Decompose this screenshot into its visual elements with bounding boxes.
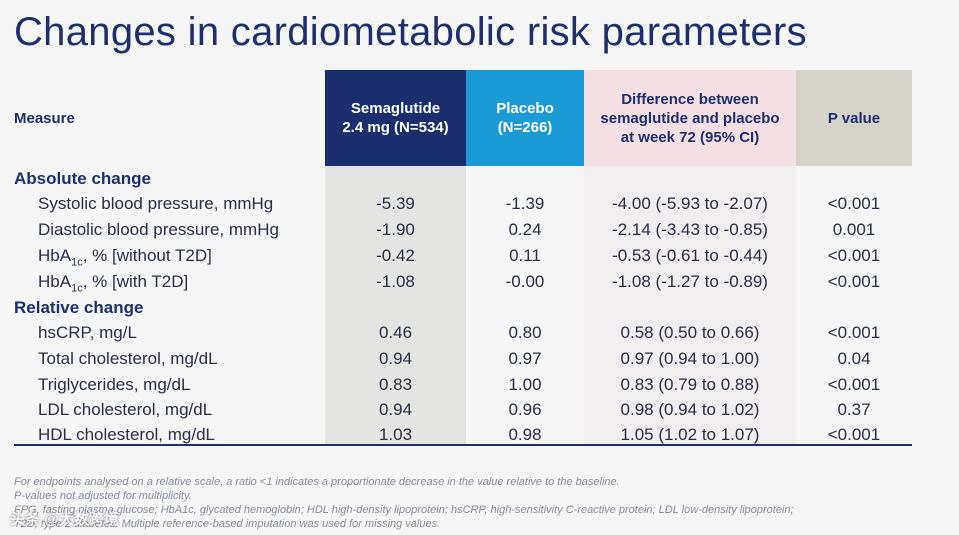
row-pvalue: <0.001: [827, 246, 881, 265]
row-difference-value: -1.08 (-1.27 to -0.89): [612, 272, 768, 291]
section-absolute-change: Absolute change: [14, 169, 151, 188]
table-row: LDL cholesterol, mg/dL 0.94 0.96 0.98 (0…: [0, 397, 959, 423]
page-title: Changes in cardiometabolic risk paramete…: [14, 10, 807, 54]
row-label-rest: , % [with T2D]: [82, 272, 189, 291]
row-semaglutide-value: -5.39: [376, 194, 415, 213]
row-label: HbA1c, % [without T2D]: [38, 243, 212, 269]
difference-column-bg: [584, 165, 796, 445]
row-difference-value: 0.98 (0.94 to 1.02): [620, 400, 760, 419]
table-row: Diastolic blood pressure, mmHg -1.90 0.2…: [0, 217, 959, 243]
row-label: Diastolic blood pressure, mmHg: [38, 220, 279, 239]
row-pvalue: <0.001: [827, 425, 881, 444]
row-semaglutide-value: 0.83: [378, 375, 413, 394]
watermark: 头条 @大数跨境: [10, 511, 119, 528]
row-label-main: HbA: [38, 272, 72, 291]
header-measure: Measure: [14, 109, 75, 127]
row-placebo-value: 0.11: [509, 246, 541, 265]
footnote-imputation: T2D, type 2 diabetes. Multiple reference…: [14, 518, 441, 530]
row-difference-value: -0.53 (-0.61 to -0.44): [612, 246, 768, 265]
row-semaglutide-value: -1.08: [376, 272, 415, 291]
row-semaglutide-value: 0.94: [378, 349, 413, 368]
row-difference-value: 0.58 (0.50 to 0.66): [620, 323, 760, 342]
row-pvalue: <0.001: [827, 272, 881, 291]
table-row: HDL cholesterol, mg/dL 1.03 0.98 1.05 (1…: [0, 422, 959, 448]
row-pvalue: 0.04: [837, 349, 871, 368]
row-label: Total cholesterol, mg/dL: [38, 349, 218, 368]
row-label-sub: 1c: [71, 282, 83, 295]
row-placebo-value: 0.24: [508, 220, 542, 239]
footnote-pvalues: P-values not adjusted for multiplicity.: [14, 490, 192, 502]
row-semaglutide-value: 1.03: [378, 425, 413, 444]
row-placebo-value: 1.00: [508, 375, 542, 394]
row-pvalue: 0.001: [832, 220, 876, 239]
table-row: HbA1c, % [without T2D] -0.42 0.11 -0.53 …: [0, 243, 959, 269]
header-placebo: Placebo (N=266): [466, 70, 584, 166]
row-pvalue: <0.001: [827, 323, 881, 342]
row-difference-value: -2.14 (-3.43 to -0.85): [612, 220, 768, 239]
row-placebo-value: -1.39: [505, 194, 545, 213]
row-difference-value: 0.83 (0.79 to 0.88): [620, 375, 760, 394]
row-semaglutide-value: 0.46: [378, 323, 413, 342]
row-label: Systolic blood pressure, mmHg: [38, 194, 274, 213]
table-bottom-rule: [14, 444, 912, 446]
table-row: Total cholesterol, mg/dL 0.94 0.97 0.97 …: [0, 346, 959, 372]
header-difference: Difference between semaglutide and place…: [584, 70, 796, 166]
row-label: hsCRP, mg/L: [38, 323, 137, 342]
row-pvalue: 0.37: [837, 400, 871, 419]
header-placebo-text: Placebo (N=266): [496, 100, 554, 136]
row-pvalue: <0.001: [827, 194, 881, 213]
section-relative-change: Relative change: [14, 298, 144, 317]
row-difference-value: 1.05 (1.02 to 1.07): [620, 425, 760, 444]
row-semaglutide-value: -1.90: [376, 220, 415, 239]
semaglutide-column-bg: [325, 165, 466, 445]
row-label-sub: 1c: [71, 256, 83, 269]
table-row: HbA1c, % [with T2D] -1.08 -0.00 -1.08 (-…: [0, 269, 959, 295]
row-label: HbA1c, % [with T2D]: [38, 269, 188, 295]
row-label: HDL cholesterol, mg/dL: [38, 425, 216, 444]
footnote-abbreviations: FPG, fasting plasma glucose; HbA1c, glyc…: [14, 504, 794, 516]
table-row: hsCRP, mg/L 0.46 0.80 0.58 (0.50 to 0.66…: [0, 320, 959, 346]
row-placebo-value: 0.98: [508, 425, 542, 444]
row-semaglutide-value: -0.42: [376, 246, 415, 265]
header-difference-text: Difference between semaglutide and place…: [600, 90, 780, 146]
row-placebo-value: -0.00: [505, 272, 545, 291]
row-difference-value: 0.97 (0.94 to 1.00): [620, 349, 760, 368]
row-placebo-value: 0.97: [508, 349, 542, 368]
header-semaglutide: Semaglutide 2.4 mg (N=534): [325, 70, 466, 166]
row-label: LDL cholesterol, mg/dL: [38, 400, 213, 419]
row-label: Triglycerides, mg/dL: [38, 375, 191, 394]
row-label-main: HbA: [38, 246, 72, 265]
footnote-ratio: For endpoints analysed on a relative sca…: [14, 476, 620, 488]
header-pvalue: P value: [796, 70, 912, 166]
header-semaglutide-text: Semaglutide 2.4 mg (N=534): [342, 100, 449, 136]
row-pvalue: <0.001: [827, 375, 881, 394]
row-difference-value: -4.00 (-5.93 to -2.07): [612, 194, 768, 213]
table-row: Triglycerides, mg/dL 0.83 1.00 0.83 (0.7…: [0, 372, 959, 398]
table-row: Systolic blood pressure, mmHg -5.39 -1.3…: [0, 191, 959, 217]
row-semaglutide-value: 0.94: [378, 400, 413, 419]
row-placebo-value: 0.80: [508, 323, 542, 342]
row-placebo-value: 0.96: [508, 400, 542, 419]
row-label-rest: , % [without T2D]: [82, 246, 212, 265]
